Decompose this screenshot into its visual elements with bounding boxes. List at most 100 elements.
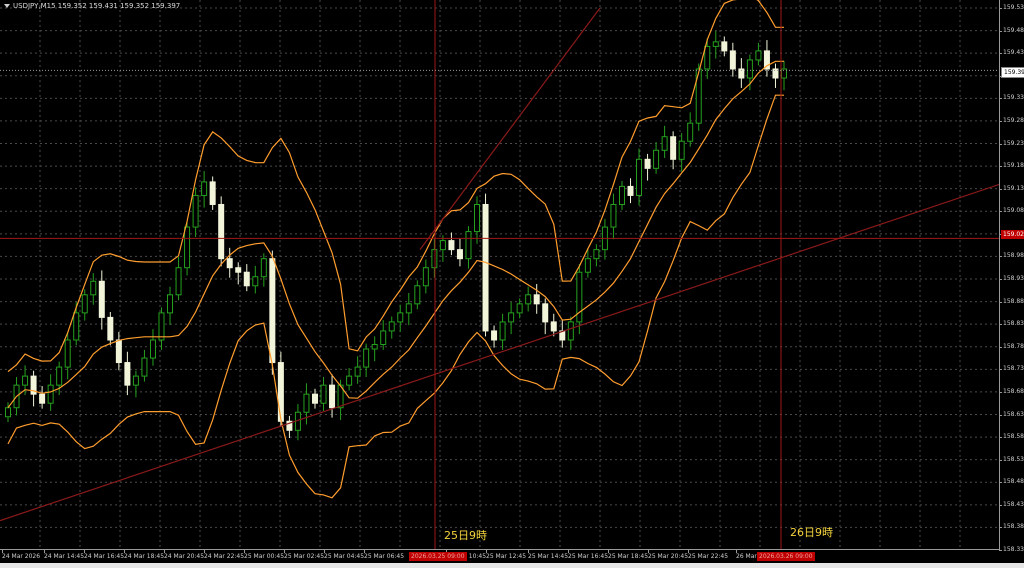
candle-body (47, 384, 54, 404)
candle-body (474, 203, 481, 233)
time-axis-label: 24 Mar 18:45 (124, 553, 165, 560)
time-axis-tick (486, 550, 487, 553)
price-axis-label: 158.435 (1003, 500, 1024, 508)
candle-body (81, 294, 88, 314)
candle-body (704, 45, 711, 70)
price-axis-label: 158.935 (1003, 275, 1024, 282)
candle-body (141, 357, 148, 377)
candle-body (439, 240, 446, 251)
candle-body (448, 240, 455, 251)
candle-body (226, 258, 233, 269)
price-axis-tick (999, 550, 1002, 551)
candle-body (542, 303, 549, 323)
time-axis-label: 24 Mar 16:45 (84, 553, 125, 560)
candle-body (243, 271, 250, 287)
time-axis-tick (688, 550, 689, 553)
candle-body (533, 294, 540, 305)
candle-body (414, 285, 421, 305)
candle-body (277, 362, 284, 422)
chart-dropdown-icon[interactable] (4, 4, 10, 8)
candle-body (22, 375, 29, 386)
time-axis-tick (244, 550, 245, 553)
price-axis-border (999, 0, 1000, 550)
candle-body (525, 294, 532, 305)
candle-body (405, 303, 412, 314)
annotation-26-9[interactable]: 26日9時 (790, 526, 833, 539)
price-axis-label: 158.585 (1003, 433, 1024, 441)
candle-body (209, 181, 216, 205)
symbol-header: USDJPY,M15 159.352 159.431 159.352 159.3… (13, 2, 181, 10)
candle-body (371, 343, 378, 350)
candle-body (56, 366, 63, 386)
time-axis-tick (84, 550, 85, 553)
time-axis-label: 25 Mar 06:45 (364, 553, 405, 560)
candle-body (721, 41, 728, 52)
time-axis-label: 24 Mar 20:45 (164, 553, 205, 560)
candle-body (107, 316, 114, 341)
candle-body (516, 303, 523, 314)
price-axis-label: 158.335 (1003, 546, 1024, 553)
annotation-25-9[interactable]: 25日9時 (444, 529, 487, 542)
trend-line-upper (419, 7, 601, 251)
price-axis-label: 158.985 (1003, 252, 1024, 260)
candle-body (158, 312, 165, 341)
candle-body (644, 158, 651, 169)
time-axis-tick (284, 550, 285, 553)
candle-body (115, 339, 122, 364)
candle-body (687, 122, 694, 142)
time-axis-label: 25 Mar 18:45 (608, 553, 649, 560)
vertical-line-2-time-label[interactable]: 2026.03.26 09:00 (757, 552, 815, 561)
candle-body (567, 321, 574, 341)
candle-body (184, 226, 191, 269)
price-axis-tick (999, 30, 1002, 32)
price-axis-tick (999, 324, 1002, 326)
time-axis-tick (528, 550, 529, 553)
candle-body (456, 249, 463, 260)
price-axis-tick (999, 211, 1002, 213)
time-axis-label: 25 Mar 20:45 (648, 553, 689, 560)
price-axis-tick (999, 346, 1002, 348)
price-axis-label: 158.885 (1003, 297, 1024, 305)
bollinger-middle (7, 60, 784, 409)
trend-line-lower (0, 183, 1000, 522)
price-axis-tick (999, 143, 1002, 145)
candle-body (64, 339, 71, 368)
price-axis-label: 158.635 (1003, 410, 1024, 418)
candle-body (320, 384, 327, 404)
candle-body (465, 231, 472, 260)
price-axis-tick (999, 504, 1002, 506)
candle-body (218, 203, 225, 260)
candle-body (5, 407, 11, 418)
time-axis-tick (124, 550, 125, 553)
vertical-line-1-time-label[interactable]: 2026.03.25 09:00 (409, 552, 467, 561)
candle-body (311, 393, 318, 404)
candle-body (346, 375, 353, 386)
price-axis-tick (999, 301, 1002, 303)
time-axis-label: 25 Mar 12:45 (486, 553, 527, 560)
candle-body (192, 194, 199, 228)
current-price-label: 159.397 (1001, 67, 1024, 78)
candle-body (593, 249, 600, 260)
price-axis-tick (999, 459, 1002, 461)
price-axis-label: 159.285 (1003, 116, 1024, 124)
candle-body (388, 321, 395, 332)
candle-body (576, 271, 583, 323)
candle-body (661, 136, 668, 151)
horizontal-line-price-label[interactable]: 159.025 (1001, 230, 1024, 239)
price-chart-canvas[interactable] (0, 0, 1000, 550)
price-axis-tick (999, 166, 1002, 168)
time-axis-label: 24 Mar 14:45 (44, 553, 85, 560)
price-axis-label: 158.785 (1003, 342, 1024, 350)
price-axis-tick (999, 256, 1002, 258)
candle-body (39, 393, 46, 404)
price-axis-tick (999, 188, 1002, 190)
time-axis-tick (608, 550, 609, 553)
candle-body (422, 267, 429, 287)
candle-body (653, 149, 660, 169)
price-axis-label: 159.135 (1003, 184, 1024, 192)
chart-tab-strip[interactable] (0, 563, 1024, 568)
time-axis-tick (364, 550, 365, 553)
price-axis-tick (999, 279, 1002, 280)
price-axis-tick (999, 120, 1002, 122)
